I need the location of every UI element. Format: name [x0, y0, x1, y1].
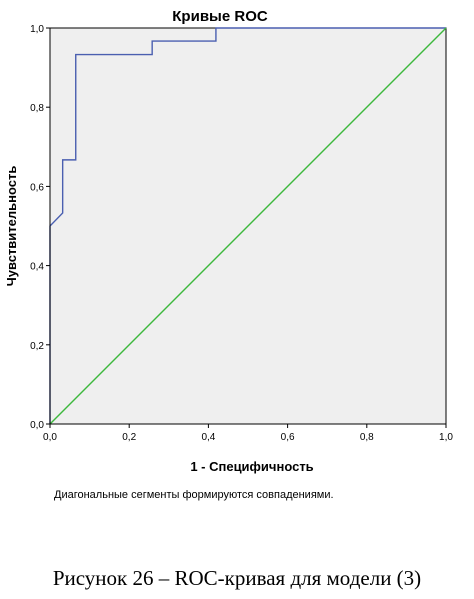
reference-diagonal-line: [49, 27, 447, 425]
y-tick-label: 0,2: [30, 341, 44, 352]
x-tick-label: 0,4: [201, 432, 215, 443]
x-tick-label: 0,0: [43, 432, 57, 443]
chart-title: Кривые ROC: [172, 8, 268, 25]
figure-caption: Рисунок 26 – ROC-кривая для модели (3): [52, 566, 422, 590]
y-tick-label: 0,4: [30, 262, 44, 273]
y-tick-label: 0,8: [30, 103, 44, 114]
roc-curve-line: [49, 27, 446, 424]
x-tick-label: 0,6: [281, 432, 295, 443]
y-tick-label: 0,6: [30, 182, 44, 193]
x-axis-label: 1 - Специфичность: [190, 459, 313, 474]
y-tick-label: 0,0: [30, 420, 44, 431]
y-tick-label: 1,0: [30, 24, 44, 35]
x-tick-label: 0,8: [360, 432, 374, 443]
x-tick-label: 1,0: [439, 432, 453, 443]
x-tick-label: 0,2: [122, 432, 136, 443]
footnote: Диагональные сегменты формируются совпад…: [54, 489, 334, 501]
y-axis-label: Чувствительность: [4, 166, 19, 287]
